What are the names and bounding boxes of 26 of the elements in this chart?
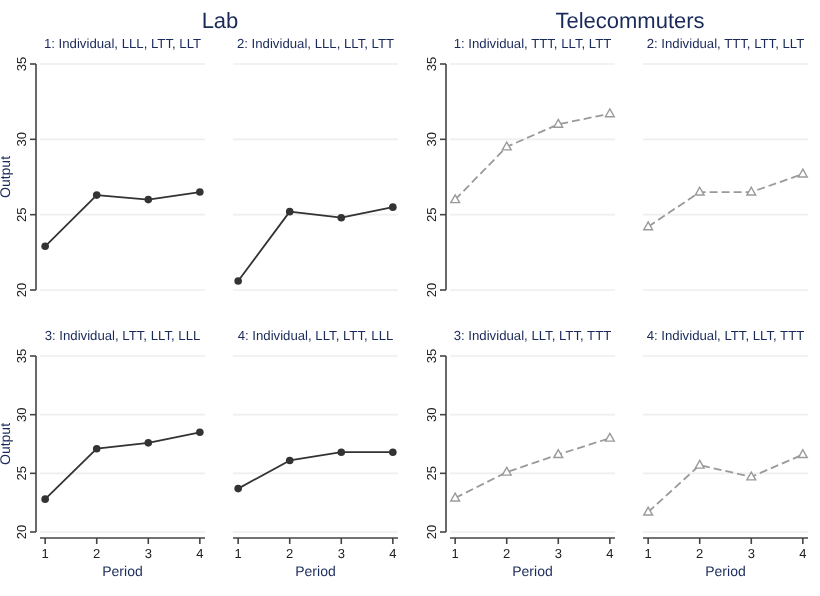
point [92,444,101,453]
point [450,194,461,204]
text: Lab [201,10,239,34]
point [746,471,757,481]
point [196,428,204,437]
point [450,492,461,502]
point [501,466,512,476]
point [92,191,101,199]
point [604,432,615,442]
point [604,108,615,118]
point [553,449,564,459]
point [41,242,49,251]
point [144,195,153,204]
point [501,141,512,151]
point [144,439,153,447]
point [694,459,705,469]
text: Telecommuters [555,10,706,34]
point [389,203,397,211]
point [643,506,654,516]
point [234,277,242,285]
point [337,213,346,222]
point [797,449,808,459]
point [285,207,294,216]
point [41,495,49,503]
point [553,118,564,128]
point [196,188,204,196]
